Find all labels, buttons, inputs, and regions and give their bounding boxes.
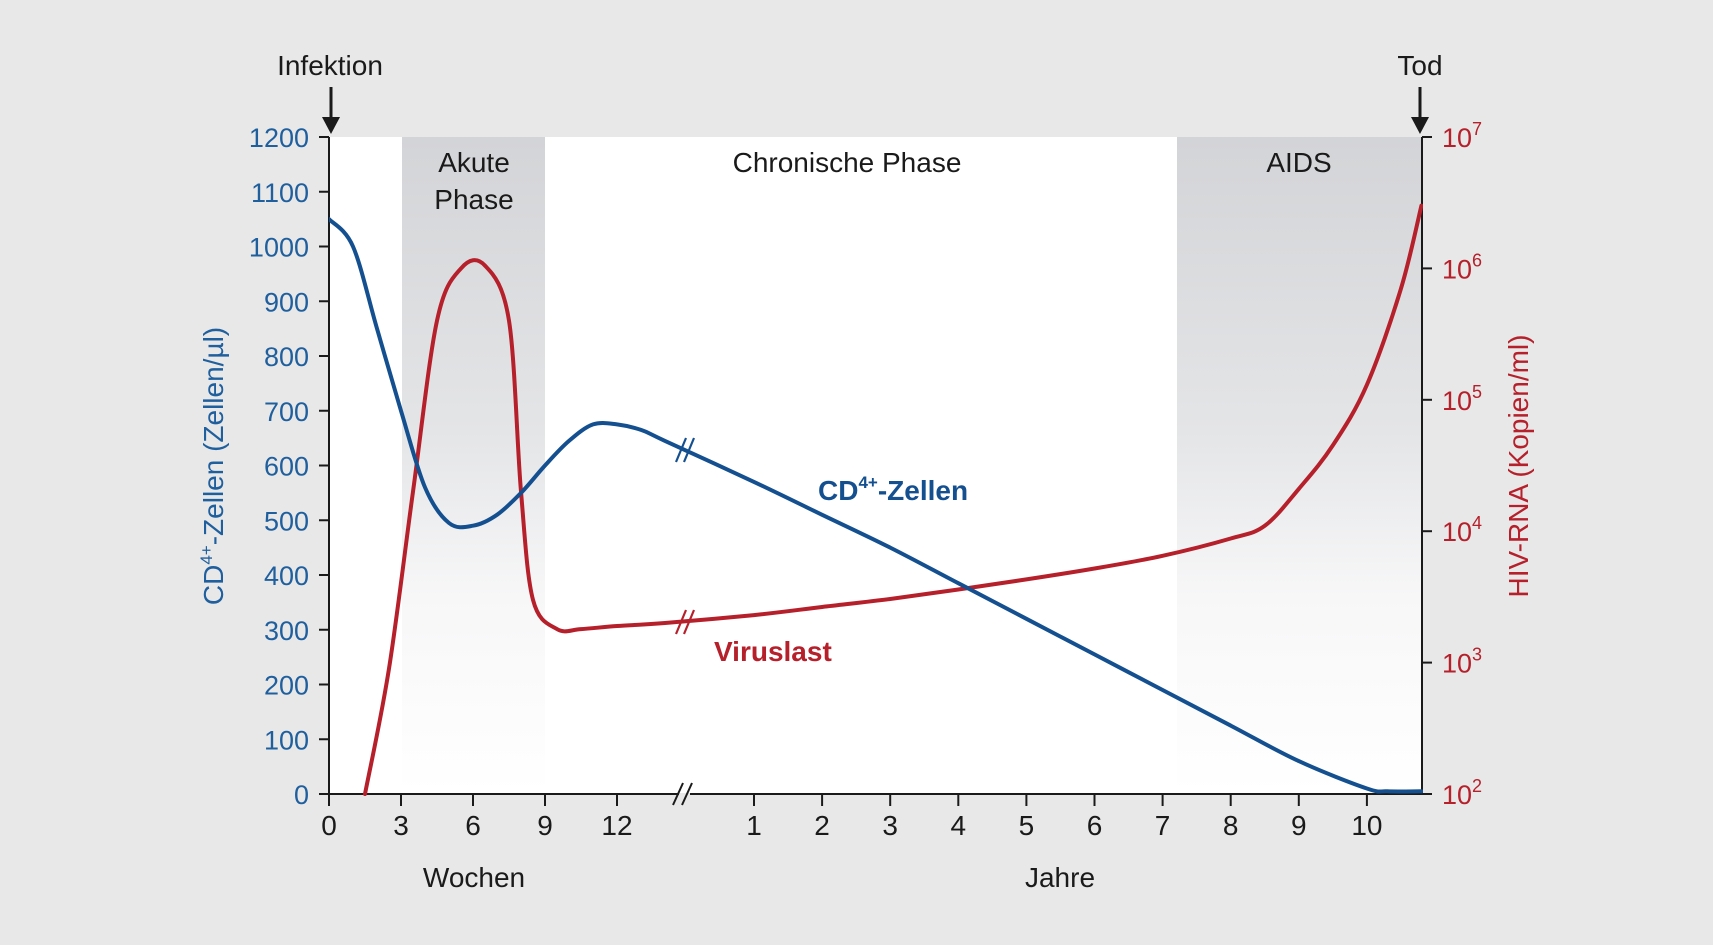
left-axis-ticks: 0 100 200 300 400 500 600 700 800 900 1000 1100 1200	[249, 123, 329, 810]
series-break-mark-cd4	[674, 437, 696, 463]
left-tick-label: 200	[264, 671, 309, 701]
left-tick-label: 0	[294, 780, 309, 810]
left-tick-label: 1000	[249, 233, 309, 263]
event-death-arrow	[1411, 87, 1429, 134]
phase-label-acute-line1: Akute	[438, 147, 510, 178]
x-axis-break-mark	[672, 782, 693, 806]
x-tick-label: 7	[1155, 810, 1171, 841]
series-label-cd4-cells: CD4+-Zellen	[818, 473, 968, 506]
right-tick-label: 102	[1442, 776, 1482, 810]
left-tick-label: 500	[264, 506, 309, 536]
right-tick-exponent: 7	[1472, 119, 1482, 139]
right-tick-base: 10	[1442, 386, 1472, 416]
y-left-title-main: CD	[198, 565, 229, 605]
x-tick-label: 9	[537, 810, 553, 841]
x-tick-label: 6	[465, 810, 481, 841]
right-tick-label: 107	[1442, 119, 1482, 153]
phase-band-acute	[402, 137, 545, 793]
right-tick-exponent: 4	[1472, 513, 1482, 533]
x-tick-label: 9	[1291, 810, 1307, 841]
right-tick-label: 106	[1442, 250, 1482, 284]
phase-label-chronic: Chronische Phase	[733, 147, 962, 178]
left-tick-label: 1200	[249, 123, 309, 153]
x-tick-label: 8	[1223, 810, 1239, 841]
x-tick-label: 3	[393, 810, 409, 841]
phase-label-aids: AIDS	[1266, 147, 1331, 178]
left-tick-label: 100	[264, 725, 309, 755]
series-label-cd4-main: CD	[818, 475, 858, 506]
x-tick-label: 3	[882, 810, 898, 841]
left-tick-label: 300	[264, 616, 309, 646]
right-tick-base: 10	[1442, 123, 1472, 153]
x-tick-label: 2	[814, 810, 830, 841]
event-infection-arrow	[322, 87, 340, 134]
x-tick-label: 1	[746, 810, 762, 841]
x-axis-title-years: Jahre	[1025, 862, 1095, 893]
right-tick-label: 103	[1442, 645, 1482, 679]
right-tick-label: 104	[1442, 513, 1482, 547]
y-axis-title-left: CD4+-Zellen (Zellen/µl)	[197, 327, 229, 605]
right-tick-exponent: 2	[1472, 776, 1482, 796]
x-axis-title-weeks: Wochen	[423, 862, 525, 893]
x-tick-label: 4	[951, 810, 967, 841]
right-tick-base: 10	[1442, 780, 1472, 810]
left-tick-label: 700	[264, 397, 309, 427]
series-line-viruslast	[363, 203, 1423, 796]
y-left-title-sup: 4+	[197, 545, 216, 564]
right-tick-exponent: 3	[1472, 645, 1482, 665]
left-tick-label: 900	[264, 287, 309, 317]
event-death-label: Tod	[1397, 50, 1442, 81]
x-tick-label: 5	[1019, 810, 1035, 841]
left-tick-label: 800	[264, 342, 309, 372]
right-tick-base: 10	[1442, 649, 1472, 679]
right-tick-label: 105	[1442, 382, 1482, 416]
x-tick-label: 0	[321, 810, 337, 841]
right-tick-exponent: 5	[1472, 382, 1482, 402]
x-tick-label: 6	[1087, 810, 1103, 841]
right-tick-exponent: 6	[1472, 250, 1482, 270]
x-tick-label: 12	[601, 810, 632, 841]
phase-band-aids	[1177, 137, 1422, 793]
series-break-mark-viruslast	[674, 609, 696, 635]
series-label-viruslast: Viruslast	[714, 636, 832, 667]
x-axis-ticks: 0 3 6 9 12 1 2 3 4 5 6 7 8 9 10	[321, 794, 1382, 841]
y-left-title-rest: -Zellen (Zellen/µl)	[198, 327, 229, 545]
left-tick-label: 400	[264, 561, 309, 591]
series-line-cd4-cells	[329, 217, 1423, 794]
event-infection-label: Infektion	[277, 50, 383, 81]
x-tick-label: 10	[1351, 810, 1382, 841]
y-axis-title-right: HIV-RNA (Kopien/ml)	[1503, 335, 1534, 598]
right-tick-base: 10	[1442, 517, 1472, 547]
phase-label-acute-line2: Phase	[434, 184, 513, 215]
right-tick-base: 10	[1442, 254, 1472, 284]
series-label-cd4-sup: 4+	[858, 473, 877, 492]
left-tick-label: 1100	[251, 178, 309, 208]
left-tick-label: 600	[264, 452, 309, 482]
series-label-cd4-rest: -Zellen	[878, 475, 968, 506]
